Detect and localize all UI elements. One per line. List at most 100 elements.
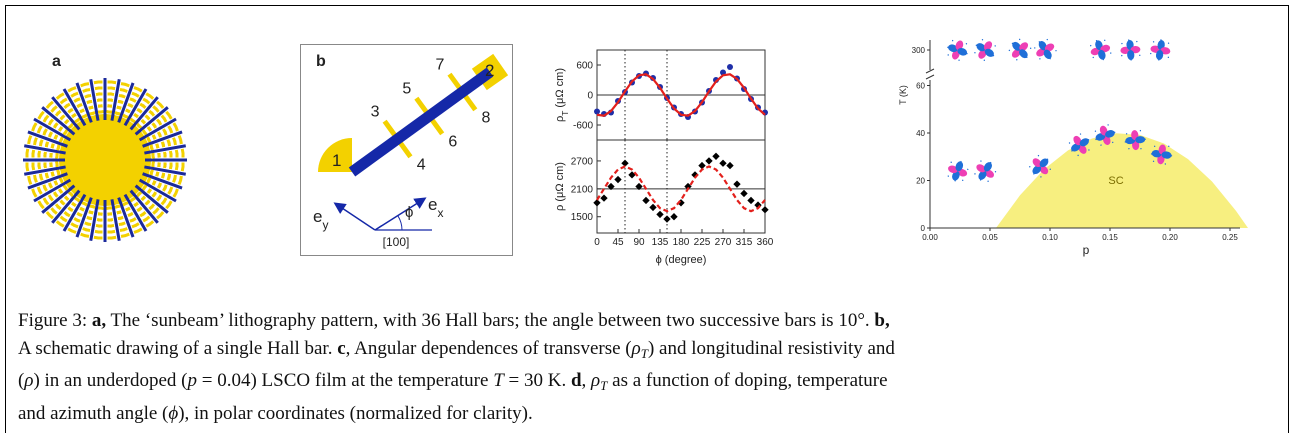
probe-label: 6	[448, 133, 457, 150]
speck	[1011, 42, 1014, 45]
hall-contact	[173, 140, 177, 146]
panel-b-frame	[300, 44, 513, 256]
lobe	[955, 161, 964, 172]
hall-contact	[119, 228, 125, 232]
hall-contact	[111, 235, 117, 240]
hall-contact	[48, 100, 54, 106]
speck	[1153, 145, 1156, 148]
speck	[954, 180, 956, 182]
speck	[947, 46, 949, 49]
hall-contact	[68, 107, 74, 113]
hall-contact	[79, 206, 85, 212]
hall-contact	[58, 137, 64, 143]
hall-contact	[142, 184, 148, 190]
hall-contact	[62, 97, 68, 103]
hall-contact	[27, 179, 33, 185]
hall-contact	[137, 108, 143, 114]
hall-contact	[136, 191, 143, 197]
speck	[1170, 155, 1173, 157]
speck	[1121, 54, 1123, 57]
hall-bar	[89, 199, 100, 242]
speck	[981, 39, 984, 41]
hall-contact	[137, 87, 143, 93]
hall-contact	[81, 114, 87, 119]
y-tick-label: 300	[912, 46, 926, 55]
hall-contact	[151, 192, 157, 198]
order-parameter-icon	[1150, 144, 1173, 165]
hall-contact	[76, 211, 82, 217]
speck	[947, 54, 949, 56]
hall-contact	[172, 192, 178, 198]
hall-bar	[75, 197, 93, 238]
hall-contact	[98, 206, 104, 210]
hall-contact	[134, 92, 140, 98]
sc-region	[996, 133, 1248, 228]
hall-bar	[33, 117, 72, 142]
hall-contact	[93, 80, 99, 85]
axis-label: ρ (μΩ cm)	[554, 162, 566, 211]
x-tick-label: 315	[736, 237, 753, 248]
lobe	[1039, 158, 1049, 168]
hall-contact	[163, 163, 167, 169]
caption-run: = 30 K.	[503, 370, 571, 391]
hall-contact	[62, 130, 68, 136]
hall-contact	[67, 123, 74, 129]
speck	[1112, 141, 1114, 144]
data-point	[635, 182, 643, 191]
hall-contact	[133, 229, 139, 234]
speck	[950, 161, 952, 163]
caption-run: ϕ	[168, 402, 179, 424]
lobe	[1032, 158, 1042, 168]
hall-contact	[45, 211, 51, 217]
y-tick-label: 0	[587, 91, 593, 102]
data-point	[698, 161, 706, 170]
speck	[1071, 150, 1073, 152]
hall-contact	[67, 227, 73, 233]
order-parameter-icon	[1120, 39, 1141, 61]
hall-contact	[142, 217, 148, 223]
speck	[951, 39, 954, 42]
hall-contact	[33, 137, 38, 143]
hall-contact	[117, 216, 123, 221]
hall-contact	[86, 93, 92, 98]
speck	[1150, 153, 1153, 155]
speck	[1079, 133, 1082, 135]
hall-contact	[27, 175, 31, 181]
hall-bar	[62, 88, 87, 127]
hall-contact	[157, 152, 161, 158]
label-run: x	[437, 206, 443, 220]
direction-label: [100]	[383, 235, 410, 249]
hall-contact	[128, 103, 134, 109]
caption-run: T	[640, 345, 648, 361]
data-point	[621, 159, 629, 167]
hall-contact	[79, 108, 85, 114]
hall-contact	[129, 218, 135, 223]
hall-contact	[47, 194, 53, 200]
hall-contact	[157, 132, 162, 138]
hall-contact	[77, 103, 83, 108]
angle-label: ϕ	[405, 204, 413, 221]
order-parameter-icon	[1034, 38, 1057, 60]
data-point	[607, 182, 615, 191]
lobe	[978, 170, 987, 180]
hall-contact	[148, 220, 155, 226]
hall-contact	[94, 229, 100, 234]
caption-line: (ρ) in an underdoped (p = 0.04) LSCO fil…	[18, 367, 895, 400]
hall-contact	[80, 232, 86, 238]
hall-contact	[146, 136, 151, 142]
hall-contact	[146, 177, 152, 183]
speck	[1128, 148, 1130, 150]
hall-contact	[71, 113, 77, 119]
hall-contact	[48, 182, 53, 188]
hall-contact	[106, 110, 112, 114]
hall-contact	[154, 107, 160, 113]
hall-contact	[59, 199, 65, 205]
hall-contact	[131, 98, 137, 103]
order-parameter-icon	[1068, 133, 1090, 157]
lobe	[948, 165, 958, 174]
order-parameter-icon	[974, 160, 997, 182]
hall-contact	[136, 122, 142, 129]
hall-bar	[27, 172, 68, 190]
hall-contact	[157, 120, 163, 126]
